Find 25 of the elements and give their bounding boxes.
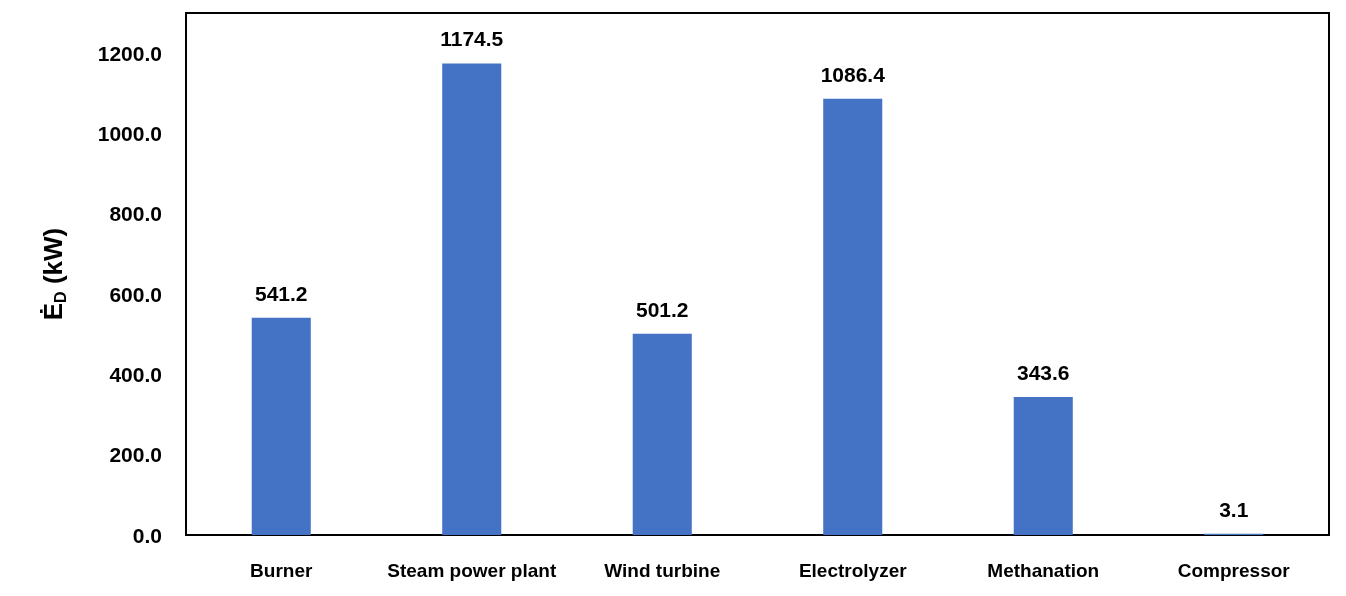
x-tick-label: Electrolyzer bbox=[798, 560, 908, 581]
data-label: 541.2 bbox=[254, 281, 308, 305]
data-label: 1174.5 bbox=[440, 27, 504, 51]
x-tick-label: Burner bbox=[250, 560, 313, 581]
bar bbox=[442, 63, 502, 535]
x-tick-label: Compressor bbox=[1177, 560, 1291, 581]
y-tick-label: 400.0 bbox=[109, 362, 162, 386]
y-tick-label: 0.0 bbox=[132, 523, 162, 547]
bar bbox=[632, 333, 692, 535]
y-tick-label: 600.0 bbox=[109, 282, 162, 306]
bar bbox=[1013, 397, 1073, 535]
y-tick-label: 800.0 bbox=[109, 202, 162, 226]
data-label: 343.6 bbox=[1016, 361, 1070, 385]
x-tick-label: Steam power plant bbox=[387, 560, 557, 581]
x-tick-label: Wind turbine bbox=[604, 560, 721, 581]
data-label: 1086.4 bbox=[820, 62, 886, 86]
y-axis-title: ĖD (kW) bbox=[38, 227, 69, 321]
data-label: 501.2 bbox=[635, 297, 689, 321]
y-tick-label: 1000.0 bbox=[97, 121, 162, 145]
y-tick-label: 200.0 bbox=[109, 443, 162, 467]
bar bbox=[823, 98, 883, 535]
x-tick-label: Methanation bbox=[987, 560, 1100, 581]
y-tick-label: 1200.0 bbox=[97, 41, 162, 65]
bar bbox=[251, 317, 311, 535]
data-label: 3.1 bbox=[1219, 497, 1249, 521]
